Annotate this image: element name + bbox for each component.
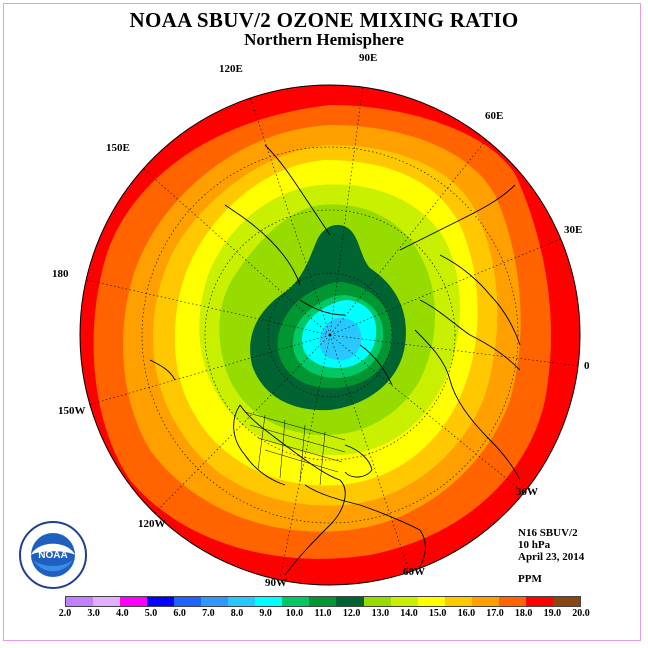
colorbar-swatch-6 [228, 597, 256, 606]
lon-label-120w: 120W [138, 518, 166, 530]
colorbar-tick-label: 19.0 [543, 608, 562, 619]
band-8-9 [319, 318, 362, 361]
date-label: April 23, 2014 [518, 551, 585, 563]
plot-frame [3, 3, 641, 641]
colorbar-swatch-17 [525, 597, 553, 606]
map-boundary [79, 84, 581, 586]
colorbar-tick-label: 8.0 [230, 608, 244, 619]
instrument-label: N16 SBUV/2 [518, 527, 578, 539]
lon-label-30e: 30E [564, 224, 583, 236]
colorbar [65, 596, 581, 607]
coastlines [149, 144, 521, 576]
units-label: PPM [518, 573, 542, 585]
colorbar-tick-label: 4.0 [116, 608, 129, 619]
colorbar-tick-label: 6.0 [173, 608, 186, 619]
lon-label-30w: 30W [516, 486, 538, 498]
colorbar-swatch-12 [390, 597, 418, 606]
colorbar-tick-label: 17.0 [486, 608, 504, 619]
lon-label-150e: 150E [106, 142, 130, 154]
colorbar-swatch-11 [363, 597, 391, 606]
colorbar-swatch-5 [201, 597, 229, 606]
colorbar-tick-label: 14.0 [400, 608, 418, 619]
colorbar-swatch-2 [120, 597, 148, 606]
colorbar-tick-label: 15.0 [428, 608, 447, 619]
colorbar-tick-label: 2.0 [58, 608, 72, 619]
colorbar-tick-label: 20.0 [572, 608, 590, 619]
colorbar-tick-label: 3.0 [87, 608, 100, 619]
colorbar-tick-label: 10.0 [285, 608, 304, 619]
noaa-logo: NOAA [19, 521, 87, 589]
lon-label-120e: 120E [219, 63, 243, 75]
noaa-logo-text: NOAA [38, 550, 67, 561]
us-state-borders [244, 411, 346, 486]
lon-label-150w: 150W [58, 405, 86, 417]
colorbar-tick-label: 16.0 [457, 608, 476, 619]
colorbar-swatch-1 [93, 597, 121, 606]
graticule [80, 85, 580, 579]
map-subtitle: Northern Hemisphere [244, 30, 404, 49]
colorbar-swatch-3 [147, 597, 175, 606]
colorbar-swatch-0 [66, 597, 94, 606]
colorbar-tick-label: 13.0 [371, 608, 390, 619]
colorbar-tick-label: 7.0 [202, 608, 215, 619]
lon-label-180: 180 [52, 268, 69, 280]
colorbar-swatch-15 [471, 597, 499, 606]
colorbar-tick-label: 18.0 [514, 608, 533, 619]
colorbar-swatch-10 [336, 597, 364, 606]
lon-label-90e: 90E [359, 52, 378, 64]
colorbar-swatch-18 [552, 597, 580, 606]
ozone-contour-field [80, 85, 580, 585]
lon-label-0: 0 [584, 360, 590, 372]
lon-label-90w: 90W [265, 577, 287, 589]
colorbar-tick-label: 11.0 [314, 608, 332, 619]
colorbar-swatch-13 [417, 597, 445, 606]
colorbar-ticks: 2.0 3.0 4.0 5.0 6.0 7.0 8.0 9.0 10.0 11.0 12.0 13.0… [0, 608, 648, 622]
lon-label-60w: 60W [403, 566, 425, 578]
lon-label-60e: 60E [485, 110, 504, 122]
colorbar-tick-label: 12.0 [342, 608, 361, 619]
colorbar-swatch-8 [282, 597, 310, 606]
colorbar-tick-label: 9.0 [259, 608, 272, 619]
colorbar-swatch-9 [309, 597, 337, 606]
colorbar-swatch-4 [174, 597, 202, 606]
colorbar-swatch-16 [498, 597, 526, 606]
colorbar-tick-label: 5.0 [144, 608, 158, 619]
pressure-level-label: 10 hPa [518, 539, 551, 551]
colorbar-swatch-7 [255, 597, 283, 606]
colorbar-swatch-14 [444, 597, 472, 606]
map-title: NOAA SBUV/2 OZONE MIXING RATIO [129, 8, 519, 32]
